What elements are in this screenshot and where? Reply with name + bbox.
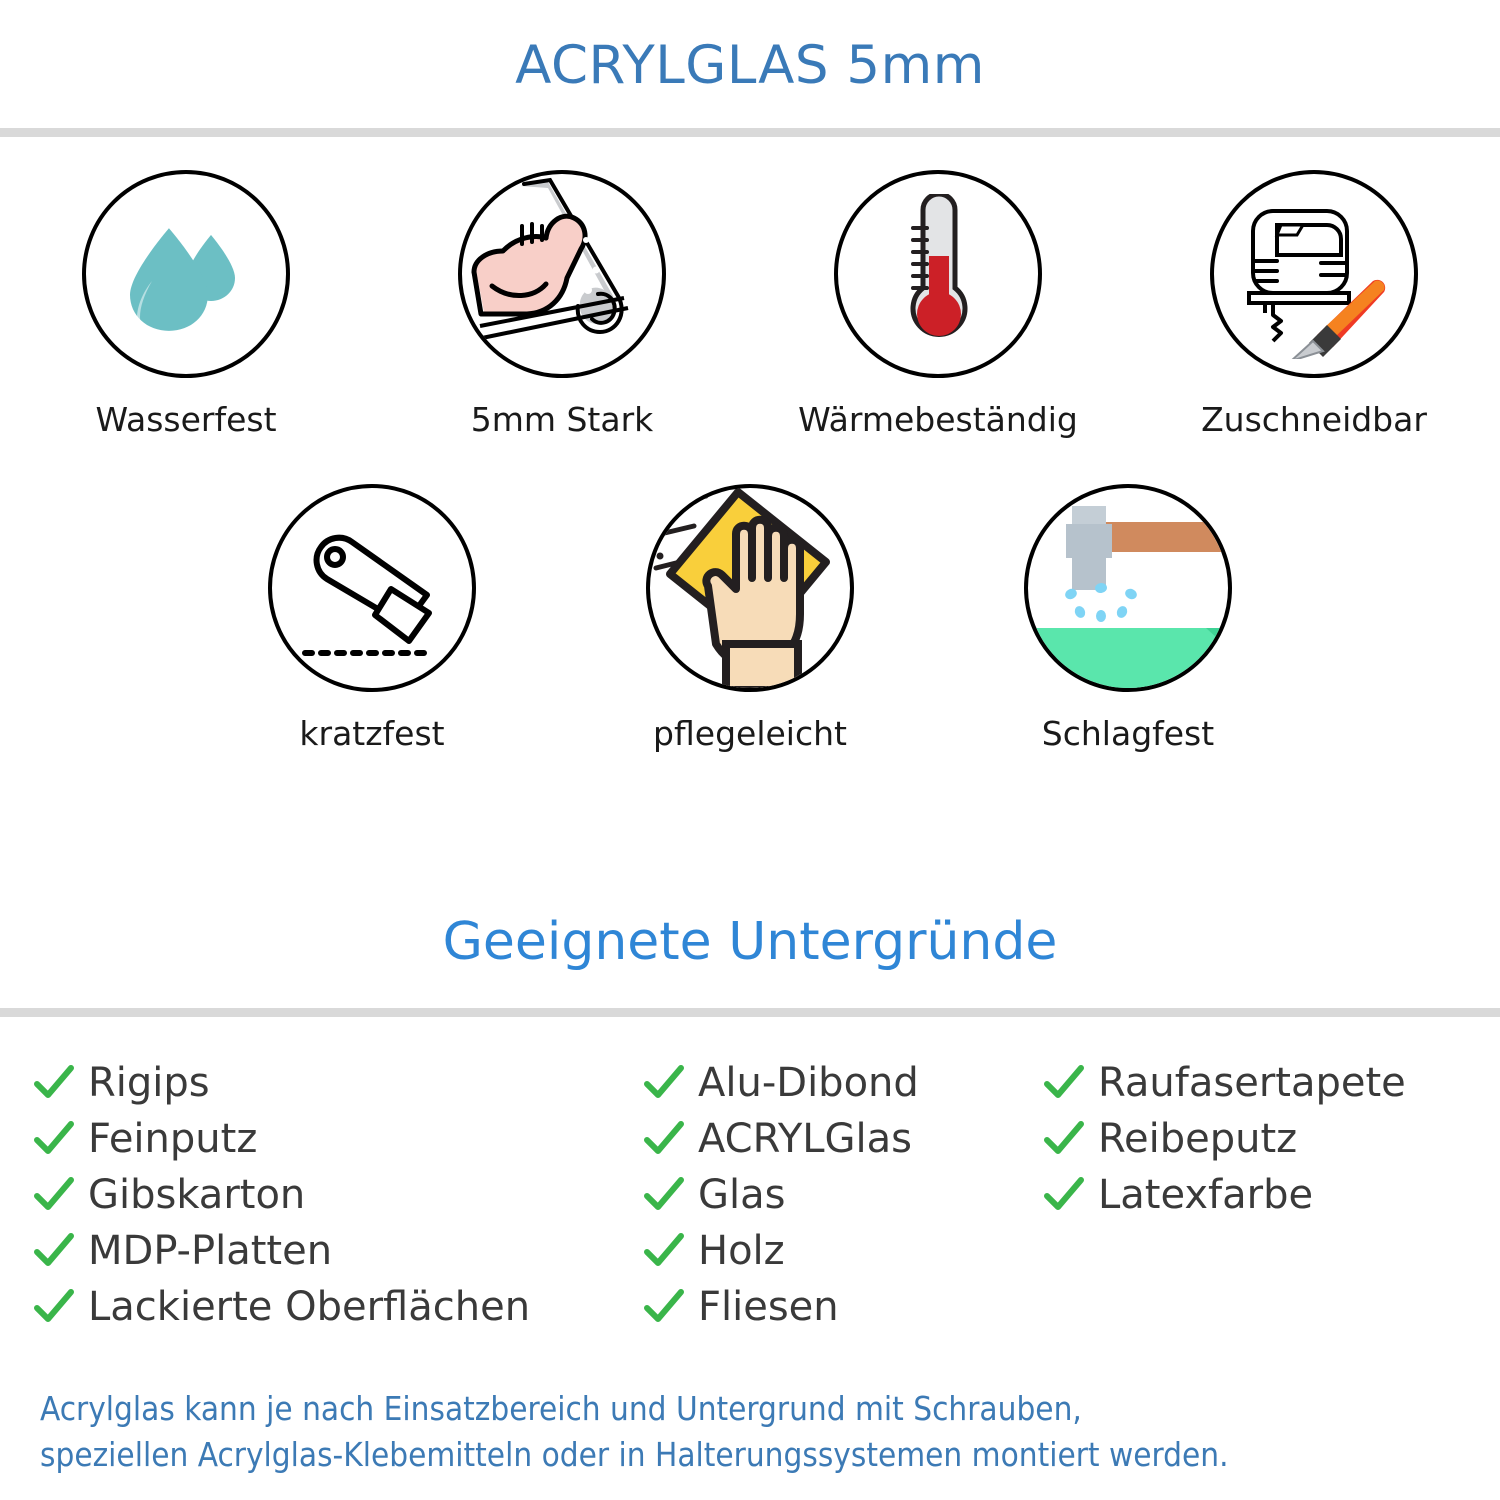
feature-icon-circle bbox=[458, 170, 666, 378]
feature-wasserfest: Wasserfest bbox=[41, 170, 331, 439]
feature-pflegeleicht: pflegeleicht bbox=[605, 484, 895, 753]
footer-line-1: Acrylglas kann je nach Einsatzbereich un… bbox=[40, 1389, 1082, 1428]
feature-row-2: kratzfest bbox=[0, 484, 1500, 753]
divider-middle bbox=[0, 1008, 1500, 1017]
list-item: ACRYLGlas bbox=[640, 1111, 1040, 1167]
list-item: Raufasertapete bbox=[1040, 1055, 1480, 1111]
list-item: Alu-Dibond bbox=[640, 1055, 1040, 1111]
check-icon bbox=[640, 1228, 686, 1274]
check-icon bbox=[1040, 1172, 1086, 1218]
list-item-label: Reibeputz bbox=[1098, 1116, 1298, 1162]
feature-schlagfest: Schlagfest bbox=[983, 484, 1273, 753]
feature-icon-circle bbox=[1024, 484, 1232, 692]
list-item-label: Feinputz bbox=[88, 1116, 258, 1162]
feature-label: Zuschneidbar bbox=[1201, 400, 1427, 439]
list-item: Rigips bbox=[30, 1055, 640, 1111]
feature-label: Schlagfest bbox=[1041, 714, 1215, 753]
list-item-label: Alu-Dibond bbox=[698, 1060, 919, 1106]
feature-zuschneidbar: Zuschneidbar bbox=[1169, 170, 1459, 439]
check-icon bbox=[30, 1172, 76, 1218]
list-item-label: Latexfarbe bbox=[1098, 1172, 1314, 1218]
feature-icon-circle bbox=[1210, 170, 1418, 378]
section-heading: Geeignete Untergründe bbox=[442, 912, 1058, 972]
feature-5mm-stark: 5mm Stark bbox=[417, 170, 707, 439]
checklist-column-2: Alu-Dibond ACRYLGlas Glas Holz bbox=[640, 1055, 1040, 1335]
check-icon bbox=[640, 1172, 686, 1218]
page-title: ACRYLGLAS 5mm bbox=[515, 34, 985, 96]
list-item: Holz bbox=[640, 1223, 1040, 1279]
hammer-impact-icon bbox=[1028, 488, 1228, 688]
substrate-checklist: Rigips Feinputz Gibskarton MDP-Platten bbox=[0, 1055, 1500, 1335]
check-icon bbox=[640, 1284, 686, 1330]
list-item-label: Raufasertapete bbox=[1098, 1060, 1406, 1106]
list-item-label: Rigips bbox=[88, 1060, 210, 1106]
check-icon bbox=[640, 1060, 686, 1106]
feature-label: Wärmebeständig bbox=[798, 400, 1078, 439]
check-icon bbox=[1040, 1060, 1086, 1106]
check-icon bbox=[1040, 1116, 1086, 1162]
list-item: Reibeputz bbox=[1040, 1111, 1480, 1167]
checklist-column-3: Raufasertapete Reibeputz Latexfarbe bbox=[1040, 1055, 1480, 1223]
checklist-column-1: Rigips Feinputz Gibskarton MDP-Platten bbox=[0, 1055, 640, 1335]
footer-note: Acrylglas kann je nach Einsatzbereich un… bbox=[40, 1386, 1470, 1478]
list-item-label: Glas bbox=[698, 1172, 786, 1218]
jigsaw-cutter-icon bbox=[1229, 189, 1399, 359]
check-icon bbox=[30, 1228, 76, 1274]
feature-grid: Wasserfest bbox=[0, 170, 1500, 753]
feature-waermebestaendig: Wärmebeständig bbox=[793, 170, 1083, 439]
list-item-label: ACRYLGlas bbox=[698, 1116, 913, 1162]
feature-label: pflegeleicht bbox=[653, 714, 847, 753]
list-item-label: Holz bbox=[698, 1228, 785, 1274]
cleaning-hand-icon bbox=[650, 488, 850, 688]
list-item: Feinputz bbox=[30, 1111, 640, 1167]
flexed-arm-icon bbox=[462, 174, 662, 374]
feature-icon-circle bbox=[82, 170, 290, 378]
feature-icon-circle bbox=[834, 170, 1042, 378]
check-icon bbox=[640, 1116, 686, 1162]
title-band: ACRYLGLAS 5mm bbox=[0, 0, 1500, 130]
feature-label: 5mm Stark bbox=[470, 400, 654, 439]
list-item: Lackierte Oberflächen bbox=[30, 1279, 640, 1335]
feature-row-1: Wasserfest bbox=[0, 170, 1500, 439]
list-item: MDP-Platten bbox=[30, 1223, 640, 1279]
check-icon bbox=[30, 1060, 76, 1106]
feature-label: Wasserfest bbox=[95, 400, 277, 439]
list-item: Fliesen bbox=[640, 1279, 1040, 1335]
check-icon bbox=[30, 1116, 76, 1162]
feature-icon-circle bbox=[268, 484, 476, 692]
divider-top bbox=[0, 128, 1500, 137]
list-item-label: Gibskarton bbox=[88, 1172, 306, 1218]
list-item: Latexfarbe bbox=[1040, 1167, 1480, 1223]
feature-kratzfest: kratzfest bbox=[227, 484, 517, 753]
list-item-label: Lackierte Oberflächen bbox=[88, 1284, 531, 1330]
list-item-label: Fliesen bbox=[698, 1284, 839, 1330]
list-item-label: MDP-Platten bbox=[88, 1228, 333, 1274]
list-item: Glas bbox=[640, 1167, 1040, 1223]
thermometer-icon bbox=[883, 194, 993, 354]
water-drops-icon bbox=[111, 199, 261, 349]
check-icon bbox=[30, 1284, 76, 1330]
feature-icon-circle bbox=[646, 484, 854, 692]
cutter-knife-icon bbox=[287, 503, 457, 673]
footer-line-2: speziellen Acrylglas-Klebemitteln oder i… bbox=[40, 1435, 1229, 1474]
feature-label: kratzfest bbox=[299, 714, 445, 753]
list-item: Gibskarton bbox=[30, 1167, 640, 1223]
